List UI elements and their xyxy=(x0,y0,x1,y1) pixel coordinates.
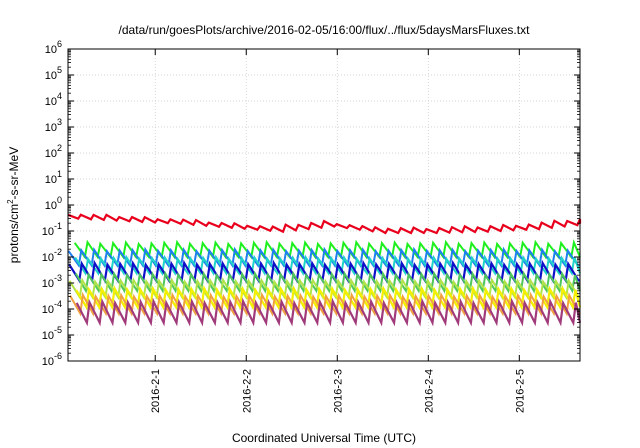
flux-series-line xyxy=(73,238,581,260)
y-tick-label: 100 xyxy=(45,195,62,212)
y-axis-label-base: protons/cm xyxy=(7,204,21,263)
y-tick-label: 10-6 xyxy=(42,351,62,368)
y-axis-ticks: 10-6 10-5 10-4 10-3 10-2 10-1 100 101 102 103 104 1… xyxy=(42,39,580,368)
x-tick-label: 2016-2-3 xyxy=(332,369,344,413)
y-tick-label: 10-3 xyxy=(42,273,62,290)
y-tick-label: 10-5 xyxy=(42,325,62,342)
y-tick-label: 104 xyxy=(45,91,62,108)
series-lines xyxy=(67,213,582,327)
x-tick-label: 2016-2-5 xyxy=(514,369,526,413)
y-axis-label: protons/cm2-s-sr-MeV xyxy=(6,147,21,263)
y-tick-label: 10-4 xyxy=(42,299,62,316)
x-axis-ticks: 2016-2-1 2016-2-2 2016-2-3 2016-2-4 2016-2-5 xyxy=(150,49,526,413)
chart-title: /data/run/goesPlots/archive/2016-02-05/1… xyxy=(119,23,531,37)
flux-series-line xyxy=(68,259,580,284)
y-tick-label: 102 xyxy=(45,143,62,160)
y-tick-label: 106 xyxy=(45,39,62,56)
x-tick-label: 2016-2-1 xyxy=(150,369,162,413)
x-axis-label: Coordinated Universal Time (UTC) xyxy=(232,431,416,445)
flux-series-line xyxy=(75,297,582,327)
y-axis-label-sup: 2 xyxy=(6,199,15,204)
x-tick-label: 2016-2-4 xyxy=(423,369,435,413)
y-tick-label: 105 xyxy=(45,65,62,82)
y-tick-label: 101 xyxy=(45,169,62,186)
flux-series-line xyxy=(67,213,582,235)
y-tick-label: 10-2 xyxy=(42,247,62,264)
y-axis-label-rest: -s-sr-MeV xyxy=(7,147,21,200)
y-tick-label: 10-1 xyxy=(42,221,62,238)
y-tick-label: 103 xyxy=(45,117,62,134)
x-tick-label: 2016-2-2 xyxy=(241,369,253,413)
